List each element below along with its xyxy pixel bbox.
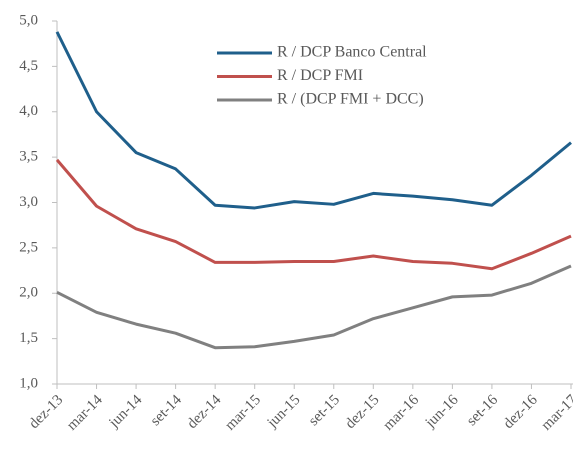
y-tick-label: 5,0 <box>19 12 38 28</box>
y-tick-label: 2,5 <box>19 239 38 255</box>
x-tick-label: dez-13 <box>26 392 66 432</box>
x-tick-label: dez-15 <box>342 392 382 432</box>
y-tick-label: 2,0 <box>19 285 38 301</box>
legend-label: R / (DCP FMI + DCC) <box>277 91 424 108</box>
x-tick-label: mar-15 <box>222 392 264 434</box>
legend-label: R / DCP Banco Central <box>277 44 427 61</box>
x-tick-label: dez-14 <box>184 392 225 433</box>
x-tick-label: jun-16 <box>422 392 462 432</box>
y-tick-label: 3,5 <box>19 149 38 165</box>
x-tick-label: set-16 <box>464 392 502 430</box>
y-tick-label: 4,0 <box>19 103 38 119</box>
x-tick-label: dez-16 <box>501 392 542 433</box>
y-tick-label: 3,0 <box>19 194 38 210</box>
x-tick-label: mar-14 <box>64 392 106 434</box>
series-line <box>55 31 572 210</box>
x-tick-label: set-15 <box>306 392 343 429</box>
x-tick-label: mar-17 <box>539 392 573 434</box>
x-tick-label: jun-15 <box>264 392 304 432</box>
series-line <box>55 158 572 271</box>
legend-label: R / DCP FMI <box>277 67 363 84</box>
x-tick-label: jun-14 <box>106 392 146 432</box>
y-tick-label: 4,5 <box>19 58 38 74</box>
x-tick-label: mar-16 <box>380 392 422 434</box>
y-tick-label: 1,0 <box>19 375 38 391</box>
series-line <box>56 264 572 350</box>
x-tick-label: set-14 <box>148 392 186 430</box>
y-tick-label: 1,5 <box>19 330 38 346</box>
